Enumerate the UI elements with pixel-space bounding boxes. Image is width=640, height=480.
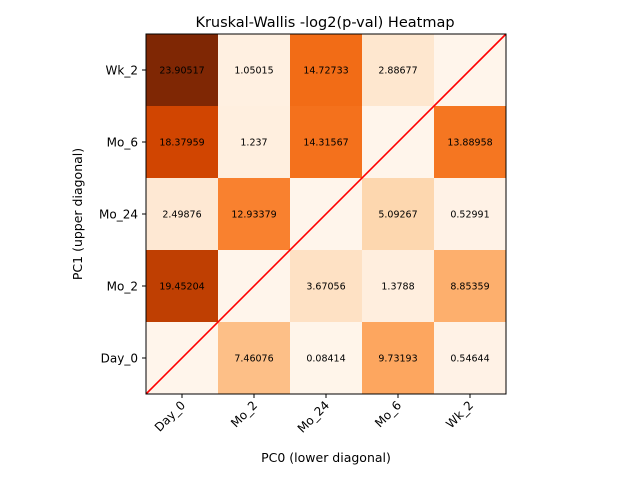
heatmap-cell xyxy=(434,322,507,395)
y-tick-label: Day_0 xyxy=(101,352,138,366)
cell-value-label: 5.09267 xyxy=(378,210,417,221)
y-axis-ticks: Wk_2 Mo_6 Mo_24 Mo_2 Day_0 xyxy=(99,64,146,366)
cell-value-label: 1.3788 xyxy=(381,282,414,293)
x-tick-label: Day_0 xyxy=(152,398,188,434)
cell-value-label: 0.54644 xyxy=(450,354,489,365)
cell-value-label: 19.45204 xyxy=(159,282,204,293)
cell-value-label: 23.90517 xyxy=(159,66,204,77)
heatmap-cell-labels: 23.90517 1.05015 14.72733 2.88677 18.37959 1.… xyxy=(159,66,492,365)
x-tick-label: Wk_2 xyxy=(443,398,476,431)
heatmap-cell xyxy=(362,34,435,107)
heatmap-cell xyxy=(290,322,363,395)
cell-value-label: 1.237 xyxy=(240,138,267,149)
cell-value-label: 9.73193 xyxy=(378,354,417,365)
heatmap-cell xyxy=(218,106,291,179)
diagonal-line xyxy=(145,33,507,395)
heatmap-cell xyxy=(362,250,435,323)
cell-value-label: 3.67056 xyxy=(306,282,345,293)
x-tick-label: Mo_2 xyxy=(228,398,260,430)
heatmap-cell xyxy=(290,106,363,179)
heatmap-cell xyxy=(362,178,435,251)
cell-value-label: 14.31567 xyxy=(303,138,348,149)
y-tick-label: Mo_2 xyxy=(107,280,138,294)
heatmap-cell xyxy=(290,34,363,107)
heatmap-cells xyxy=(146,34,507,395)
heatmap-cell xyxy=(362,322,435,395)
cell-value-label: 8.85359 xyxy=(450,282,489,293)
cell-value-label: 0.08414 xyxy=(306,354,345,365)
cell-value-label: 1.05015 xyxy=(234,66,273,77)
heatmap-cell xyxy=(146,250,219,323)
x-axis-label: PC0 (lower diagonal) xyxy=(261,450,391,465)
x-tick-label: Mo_24 xyxy=(295,398,332,435)
chart-title: Kruskal-Wallis -log2(p-val) Heatmap xyxy=(195,15,454,31)
y-tick-label: Mo_24 xyxy=(99,208,138,222)
y-axis-label: PC1 (upper diagonal) xyxy=(70,148,85,280)
cell-value-label: 2.88677 xyxy=(378,66,417,77)
cell-value-label: 14.72733 xyxy=(303,66,348,77)
heatmap-cell xyxy=(218,34,291,107)
heatmap-cell xyxy=(146,178,219,251)
cell-value-label: 2.49876 xyxy=(162,210,201,221)
cell-value-label: 0.52991 xyxy=(450,210,489,221)
heatmap-cell xyxy=(290,250,363,323)
heatmap-cell xyxy=(434,250,507,323)
x-tick-label: Mo_6 xyxy=(372,398,404,430)
cell-value-label: 13.88958 xyxy=(447,138,492,149)
cell-value-label: 18.37959 xyxy=(159,138,204,149)
heatmap-cell xyxy=(146,34,219,107)
heatmap-cell xyxy=(434,178,507,251)
y-tick-label: Wk_2 xyxy=(106,64,138,78)
y-tick-label: Mo_6 xyxy=(107,136,138,150)
cell-value-label: 12.93379 xyxy=(231,210,276,221)
cell-value-label: 7.46076 xyxy=(234,354,273,365)
heatmap-cell xyxy=(146,106,219,179)
heatmap-cell xyxy=(218,322,291,395)
heatmap-cell xyxy=(218,178,291,251)
x-axis-ticks: Day_0 Mo_2 Mo_24 Mo_6 Wk_2 xyxy=(152,394,476,436)
heatmap-cell xyxy=(434,106,507,179)
